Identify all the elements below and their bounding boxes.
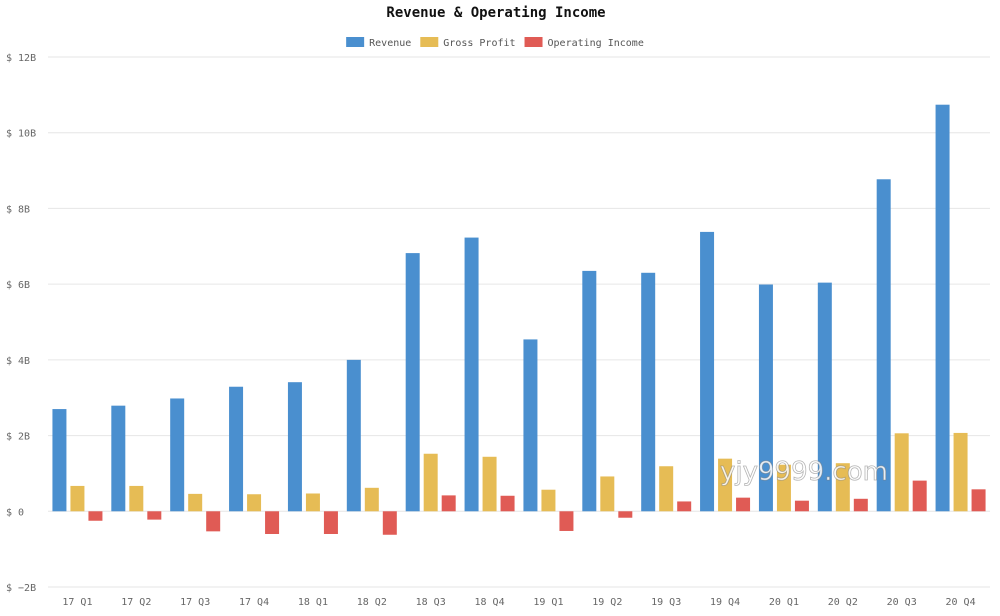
- bar-gross-profit[interactable]: [541, 489, 556, 512]
- x-tick-label: 17 Q3: [180, 597, 210, 608]
- x-tick-label: 17 Q4: [239, 597, 269, 608]
- bar-revenue[interactable]: [876, 179, 891, 512]
- legend-label: Operating Income: [548, 38, 644, 49]
- bar-revenue[interactable]: [817, 282, 832, 512]
- x-tick-label: 17 Q2: [121, 597, 151, 608]
- legend-item-operating-income[interactable]: Operating Income: [524, 37, 644, 49]
- watermark-text: yjy9999.com: [720, 457, 888, 487]
- y-tick-label: $ 4B: [6, 356, 30, 367]
- bar-revenue[interactable]: [641, 272, 656, 512]
- x-tick-label: 18 Q2: [357, 597, 387, 608]
- legend-item-gross-profit[interactable]: Gross Profit: [420, 37, 516, 49]
- x-tick-label: 20 Q3: [887, 597, 917, 608]
- bar-operating-income[interactable]: [382, 511, 397, 535]
- bar-operating-income[interactable]: [265, 511, 280, 534]
- legend-label: Revenue: [369, 38, 411, 49]
- bar-gross-profit[interactable]: [482, 456, 497, 512]
- bar-operating-income[interactable]: [794, 500, 809, 512]
- bar-operating-income[interactable]: [677, 501, 692, 512]
- y-tick-label: $ 10B: [6, 129, 36, 140]
- bar-gross-profit[interactable]: [776, 464, 791, 512]
- bar-revenue[interactable]: [523, 339, 538, 512]
- y-tick-label: $ 2B: [6, 432, 30, 443]
- bar-gross-profit[interactable]: [835, 463, 850, 512]
- bar-revenue[interactable]: [935, 104, 950, 512]
- grid-lines: [48, 56, 990, 588]
- y-tick-label: $ 0: [6, 507, 24, 518]
- bar-gross-profit[interactable]: [129, 485, 144, 512]
- bar-operating-income[interactable]: [853, 498, 868, 512]
- y-tick-label: $ 8B: [6, 204, 30, 215]
- bar-gross-profit[interactable]: [188, 493, 203, 512]
- bar-operating-income[interactable]: [912, 480, 927, 512]
- bar-operating-income[interactable]: [88, 511, 103, 521]
- bar-revenue[interactable]: [464, 237, 479, 512]
- x-tick-label: 19 Q4: [710, 597, 740, 608]
- bar-operating-income[interactable]: [323, 511, 338, 534]
- x-tick-label: 20 Q4: [946, 597, 976, 608]
- x-tick-label: 17 Q1: [62, 597, 92, 608]
- y-axis-ticks: $ −2B $ 0 $ 2B $ 4B $ 6B $ 8B $ 10B $ 12B: [6, 53, 36, 594]
- bar-gross-profit[interactable]: [364, 487, 379, 512]
- bar-revenue[interactable]: [52, 409, 67, 512]
- bar-operating-income[interactable]: [500, 495, 515, 512]
- chart-title: Revenue & Operating Income: [386, 5, 605, 21]
- legend-item-revenue[interactable]: Revenue: [346, 37, 411, 49]
- legend-swatch: [420, 37, 439, 47]
- bar-gross-profit[interactable]: [894, 433, 909, 512]
- x-tick-label: 19 Q2: [592, 597, 622, 608]
- y-tick-label: $ 12B: [6, 53, 36, 64]
- bar-operating-income[interactable]: [559, 511, 574, 531]
- x-tick-label: 18 Q3: [416, 597, 446, 608]
- x-tick-label: 20 Q1: [769, 597, 799, 608]
- bar-revenue[interactable]: [582, 270, 597, 512]
- bar-gross-profit[interactable]: [659, 466, 674, 512]
- bar-revenue[interactable]: [700, 231, 715, 512]
- bar-gross-profit[interactable]: [70, 485, 85, 512]
- legend[interactable]: Revenue Gross Profit Operating Income: [346, 37, 644, 49]
- bar-operating-income[interactable]: [206, 511, 221, 532]
- bar-operating-income[interactable]: [618, 511, 633, 518]
- x-axis-ticks: 17 Q1 17 Q2 17 Q3 17 Q4 18 Q1 18 Q2 18 Q3 18 Q4…: [62, 597, 975, 608]
- x-tick-label: 18 Q4: [475, 597, 505, 608]
- bar-gross-profit[interactable]: [423, 453, 438, 512]
- bar-gross-profit[interactable]: [247, 494, 262, 512]
- bar-operating-income[interactable]: [441, 495, 456, 512]
- bar-gross-profit[interactable]: [600, 476, 615, 512]
- bars: [52, 104, 986, 535]
- y-tick-label: $ −2B: [6, 583, 36, 594]
- bar-gross-profit[interactable]: [718, 458, 733, 512]
- bar-revenue[interactable]: [170, 398, 185, 512]
- y-tick-label: $ 6B: [6, 280, 30, 291]
- bar-operating-income[interactable]: [736, 497, 751, 512]
- x-tick-label: 19 Q1: [533, 597, 563, 608]
- bar-gross-profit[interactable]: [953, 432, 968, 512]
- bar-revenue[interactable]: [229, 386, 244, 512]
- bar-operating-income[interactable]: [971, 489, 986, 512]
- legend-swatch: [524, 37, 543, 47]
- bar-revenue[interactable]: [405, 253, 420, 512]
- bar-gross-profit[interactable]: [305, 493, 320, 512]
- x-tick-label: 20 Q2: [828, 597, 858, 608]
- bar-revenue[interactable]: [758, 284, 773, 512]
- legend-label: Gross Profit: [443, 38, 515, 49]
- bar-revenue[interactable]: [287, 382, 302, 512]
- bar-revenue[interactable]: [111, 405, 126, 512]
- x-tick-label: 18 Q1: [298, 597, 328, 608]
- legend-swatch: [346, 37, 365, 47]
- x-tick-label: 19 Q3: [651, 597, 681, 608]
- bar-operating-income[interactable]: [147, 511, 162, 520]
- bar-revenue[interactable]: [346, 359, 361, 512]
